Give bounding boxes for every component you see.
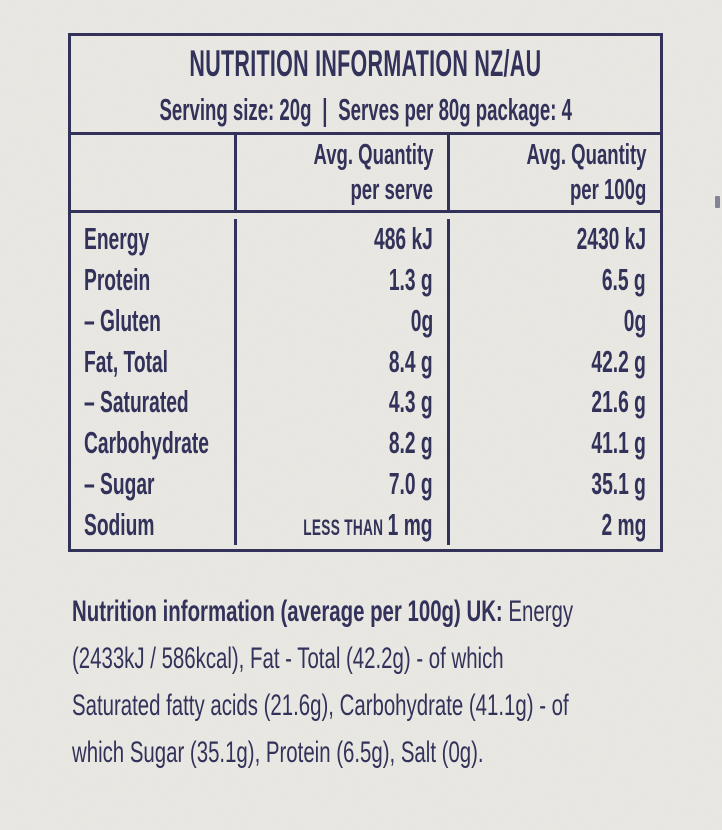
row-value-per-serve: 8.4 g [389,343,433,379]
row-carbohydrate: Carbohydrate 8.2 g 41.1 g [71,422,660,464]
row-label: Carbohydrate [84,425,209,461]
footnote-line-4: which Sugar (35.1g), Protein (6.5g), Sal… [72,736,484,769]
row-label: – Saturated [84,384,189,420]
row-value-per-100g: 2 mg [601,506,646,542]
header-empty-corner [71,135,237,210]
row-sugar: – Sugar 7.0 g 35.1 g [71,463,660,505]
header-per-100g-line1: Avg. Quantity [526,138,646,171]
row-gluten: – Gluten 0g 0g [71,300,660,342]
row-label: Protein [84,262,151,298]
less-than-prefix: LESS THAN [303,514,384,540]
row-fat-total: Fat, Total 8.4 g 42.2 g [71,341,660,382]
row-label: – Sugar [84,465,155,501]
row-value-per-serve: 1.3 g [389,262,433,298]
row-saturated: – Saturated 4.3 g 21.6 g [71,382,660,423]
row-label: Fat, Total [84,343,169,379]
header-per-100g: Avg. Quantity per 100g [450,135,660,210]
footnote-line-1: Nutrition information (average per 100g)… [72,588,573,635]
row-value-per-100g: 2430 kJ [576,221,646,257]
serving-info-line: Serving size: 20g | Serves per 80g packa… [159,92,571,128]
row-value-per-serve: 7.0 g [389,465,433,501]
nutrition-table: NUTRITION INFORMATION NZ/AU Serving size… [68,33,663,552]
row-label: Sodium [84,506,155,542]
row-label: Energy [84,221,150,257]
row-value-per-serve: 486 kJ [374,221,433,257]
table-header-row: Avg. Quantity per serve Avg. Quantity pe… [71,135,660,213]
table-body: Energy 486 kJ 2430 kJ Protein 1.3 g 6.5 … [71,213,660,549]
footnote-intro-bold: Nutrition information (average per 100g)… [72,595,503,628]
footnote-line1-rest: Energy [508,595,574,628]
row-value-per-serve: LESS THAN 1 mg [304,507,433,543]
header-per-serve-line2: per serve [350,173,433,206]
row-label: – Gluten [84,302,161,338]
row-value-per-serve: 8.2 g [389,425,433,461]
sodium-serve-amount: 1 mg [388,506,433,542]
row-value-per-serve: 0g [410,302,433,338]
row-value-per-100g: 41.1 g [591,425,646,461]
row-energy: Energy 486 kJ 2430 kJ [71,219,660,260]
row-value-per-100g: 35.1 g [591,465,646,501]
row-protein: Protein 1.3 g 6.5 g [71,259,660,301]
serving-size-text: Serving size: 20g [159,91,312,127]
serving-separator: | [322,91,328,127]
row-sodium: Sodium LESS THAN 1 mg 2 mg [71,504,660,545]
header-per-serve: Avg. Quantity per serve [237,135,450,210]
row-value-per-100g: 0g [623,302,646,338]
table-title-block: NUTRITION INFORMATION NZ/AU Serving size… [71,36,660,135]
table-title: NUTRITION INFORMATION NZ/AU [189,42,542,84]
row-value-per-100g: 6.5 g [602,262,646,298]
row-value-per-serve: 4.3 g [389,384,433,420]
footnote-line-3: Saturated fatty acids (21.6g), Carbohydr… [72,689,569,722]
header-per-100g-line2: per 100g [569,173,646,206]
row-value-per-100g: 42.2 g [591,343,646,379]
header-per-serve-line1: Avg. Quantity [313,138,433,171]
footnote-line-2: (2433kJ / 586kcal), Fat - Total (42.2g) … [72,642,504,675]
uk-nutrition-footnote: Nutrition information (average per 100g)… [72,588,722,776]
row-value-per-100g: 21.6 g [591,384,646,420]
serves-per-package-text: Serves per 80g package: 4 [338,91,572,127]
print-edge-artifact [715,196,720,208]
